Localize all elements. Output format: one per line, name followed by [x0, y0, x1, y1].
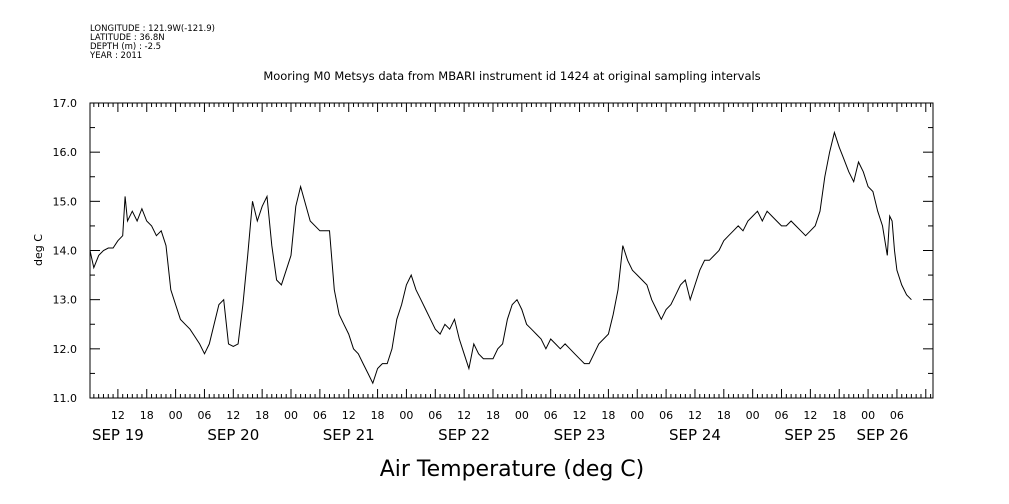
x-tick-label: 12 — [803, 409, 817, 422]
x-day-label: SEP 24 — [669, 426, 721, 444]
latitude-text: LATITUDE : 36.8N — [90, 33, 165, 43]
y-tick-label: 11.0 — [53, 392, 78, 405]
x-tick-label: 00 — [746, 409, 760, 422]
x-tick-label: 06 — [659, 409, 673, 422]
x-tick-label: 00 — [861, 409, 875, 422]
x-axis: 12 18 00 06 12 18 00 06 12 18 00 06 12 18 00 06 12 18 00 06… — [92, 103, 932, 444]
x-tick-label: 18 — [717, 409, 731, 422]
y-tick-label: 14.0 — [53, 245, 78, 258]
x-day-label: SEP 26 — [857, 426, 909, 444]
y-tick-label: 13.0 — [53, 294, 78, 307]
x-day-label: SEP 19 — [92, 426, 144, 444]
x-day-label: SEP 22 — [438, 426, 490, 444]
x-tick-label: 18 — [140, 409, 154, 422]
x-tick-label: 12 — [573, 409, 587, 422]
y-tick-label: 15.0 — [53, 195, 78, 208]
x-tick-label: 18 — [601, 409, 615, 422]
x-tick-label: 18 — [255, 409, 269, 422]
year-text: YEAR : 2011 — [89, 51, 142, 61]
x-tick-label: 00 — [169, 409, 183, 422]
x-tick-label: 18 — [371, 409, 385, 422]
y-tick-label: 17.0 — [53, 97, 78, 110]
x-tick-label: 06 — [313, 409, 327, 422]
x-axis-label: Air Temperature (deg C) — [380, 457, 645, 482]
x-day-label: SEP 23 — [554, 426, 606, 444]
x-tick-label: 06 — [775, 409, 789, 422]
plot-frame — [89, 102, 934, 399]
x-tick-label: 18 — [832, 409, 846, 422]
y-axis-label: deg C — [32, 234, 45, 266]
x-tick-label: 00 — [399, 409, 413, 422]
x-tick-label: 06 — [544, 409, 558, 422]
x-tick-label: 00 — [284, 409, 298, 422]
chart-title: Mooring M0 Metsys data from MBARI instru… — [263, 69, 760, 83]
x-tick-label: 00 — [515, 409, 529, 422]
x-tick-label: 06 — [428, 409, 442, 422]
x-tick-label: 18 — [486, 409, 500, 422]
y-tick-label: 16.0 — [53, 146, 78, 159]
x-tick-label: 12 — [226, 409, 240, 422]
x-day-label: SEP 20 — [207, 426, 259, 444]
x-tick-label: 12 — [457, 409, 471, 422]
x-tick-label: 06 — [197, 409, 211, 422]
longitude-text: LONGITUDE : 121.9W(-121.9) — [90, 24, 215, 34]
x-tick-label: 06 — [890, 409, 904, 422]
y-tick-label: 12.0 — [53, 343, 78, 356]
y-axis: 11.0 12.0 13.0 14.0 15.0 16.0 17.0 — [53, 97, 933, 405]
x-day-label: SEP 21 — [323, 426, 375, 444]
x-tick-label: 00 — [630, 409, 644, 422]
depth-text: DEPTH (m) : -2.5 — [90, 42, 161, 52]
air-temperature-line — [89, 130, 912, 385]
x-tick-label: 12 — [342, 409, 356, 422]
x-day-label: SEP 25 — [784, 426, 836, 444]
x-tick-label: 12 — [111, 409, 125, 422]
x-tick-label: 12 — [688, 409, 702, 422]
